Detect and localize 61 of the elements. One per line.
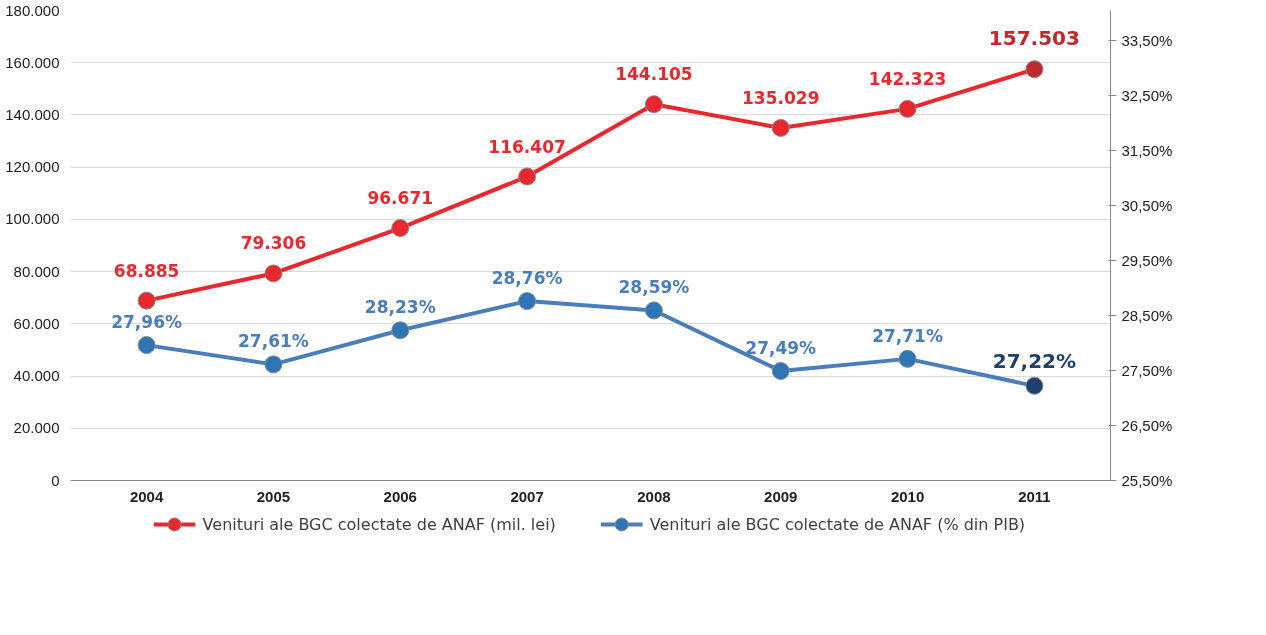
y2-tick-label: 31,50% [1121,141,1173,159]
x-tick-label: 2008 [637,487,671,505]
point [1025,60,1044,79]
data-label: 27,96% [111,312,183,333]
data-label: 144.105 [615,64,693,85]
data-label: 135.029 [742,87,820,108]
data-label: 79.306 [240,233,307,254]
y2-tick-label: 27,50% [1121,361,1173,379]
y2-tick-label: 30,50% [1121,196,1173,214]
point [391,321,410,340]
point [518,292,537,311]
y-tick-label: 0 [51,471,60,489]
point [137,336,156,355]
y-tick-label: 180.000 [5,1,60,19]
data-label: 27,22% [992,348,1077,373]
point [391,219,410,238]
y2-tick-label: 25,50% [1121,472,1173,489]
y2-tick-label: 26,50% [1121,416,1173,434]
point [1025,376,1044,395]
y2-tick-label: 32,50% [1121,86,1173,104]
data-label: 116.407 [488,136,566,157]
point [898,349,917,368]
x-tick-label: 2004 [129,487,164,505]
point [518,167,537,186]
data-label: 28,76% [491,268,563,289]
y-tick-label: 160.000 [5,53,60,71]
legend-label: Venituri ale BGC colectate de ANAF (mil. lei) [202,515,556,534]
data-label: 27,71% [872,325,943,346]
data-label: 28,59% [618,277,690,298]
x-tick-label: 2007 [510,487,544,505]
y-tick-label: 40.000 [13,367,60,385]
y2-tick-label: 29,50% [1121,251,1173,269]
y-tick-label: 140.000 [5,105,60,123]
y-tick-label: 100.000 [5,210,60,228]
point [771,118,790,137]
point [264,355,283,374]
data-label: 27,49% [745,337,817,358]
x-tick-label: 2006 [383,487,417,505]
point [898,99,917,118]
y-tick-label: 120.000 [5,158,60,176]
data-label: 28,23% [364,297,436,318]
y2-tick-label: 28,50% [1121,306,1173,324]
x-tick-label: 2009 [764,487,798,505]
point [137,291,156,310]
x-tick-label: 2011 [1018,487,1051,505]
y-tick-label: 80.000 [13,262,60,280]
legend-label: Venituri ale BGC colectate de ANAF (% din PIB) [649,515,1026,534]
point [644,95,663,114]
data-label: 157.503 [988,26,1080,51]
data-label: 68.885 [113,260,180,281]
data-label: 27,61% [238,331,309,352]
point [264,264,283,283]
y-tick-label: 60.000 [13,314,60,332]
y2-tick-label: 33,50% [1121,31,1173,49]
data-label: 142.323 [868,68,947,89]
x-tick-label: 2010 [890,487,925,505]
point [644,301,663,320]
y-tick-label: 20.000 [13,419,60,437]
data-label: 96.671 [367,188,434,209]
x-tick-label: 2005 [256,487,291,505]
point [771,362,790,380]
